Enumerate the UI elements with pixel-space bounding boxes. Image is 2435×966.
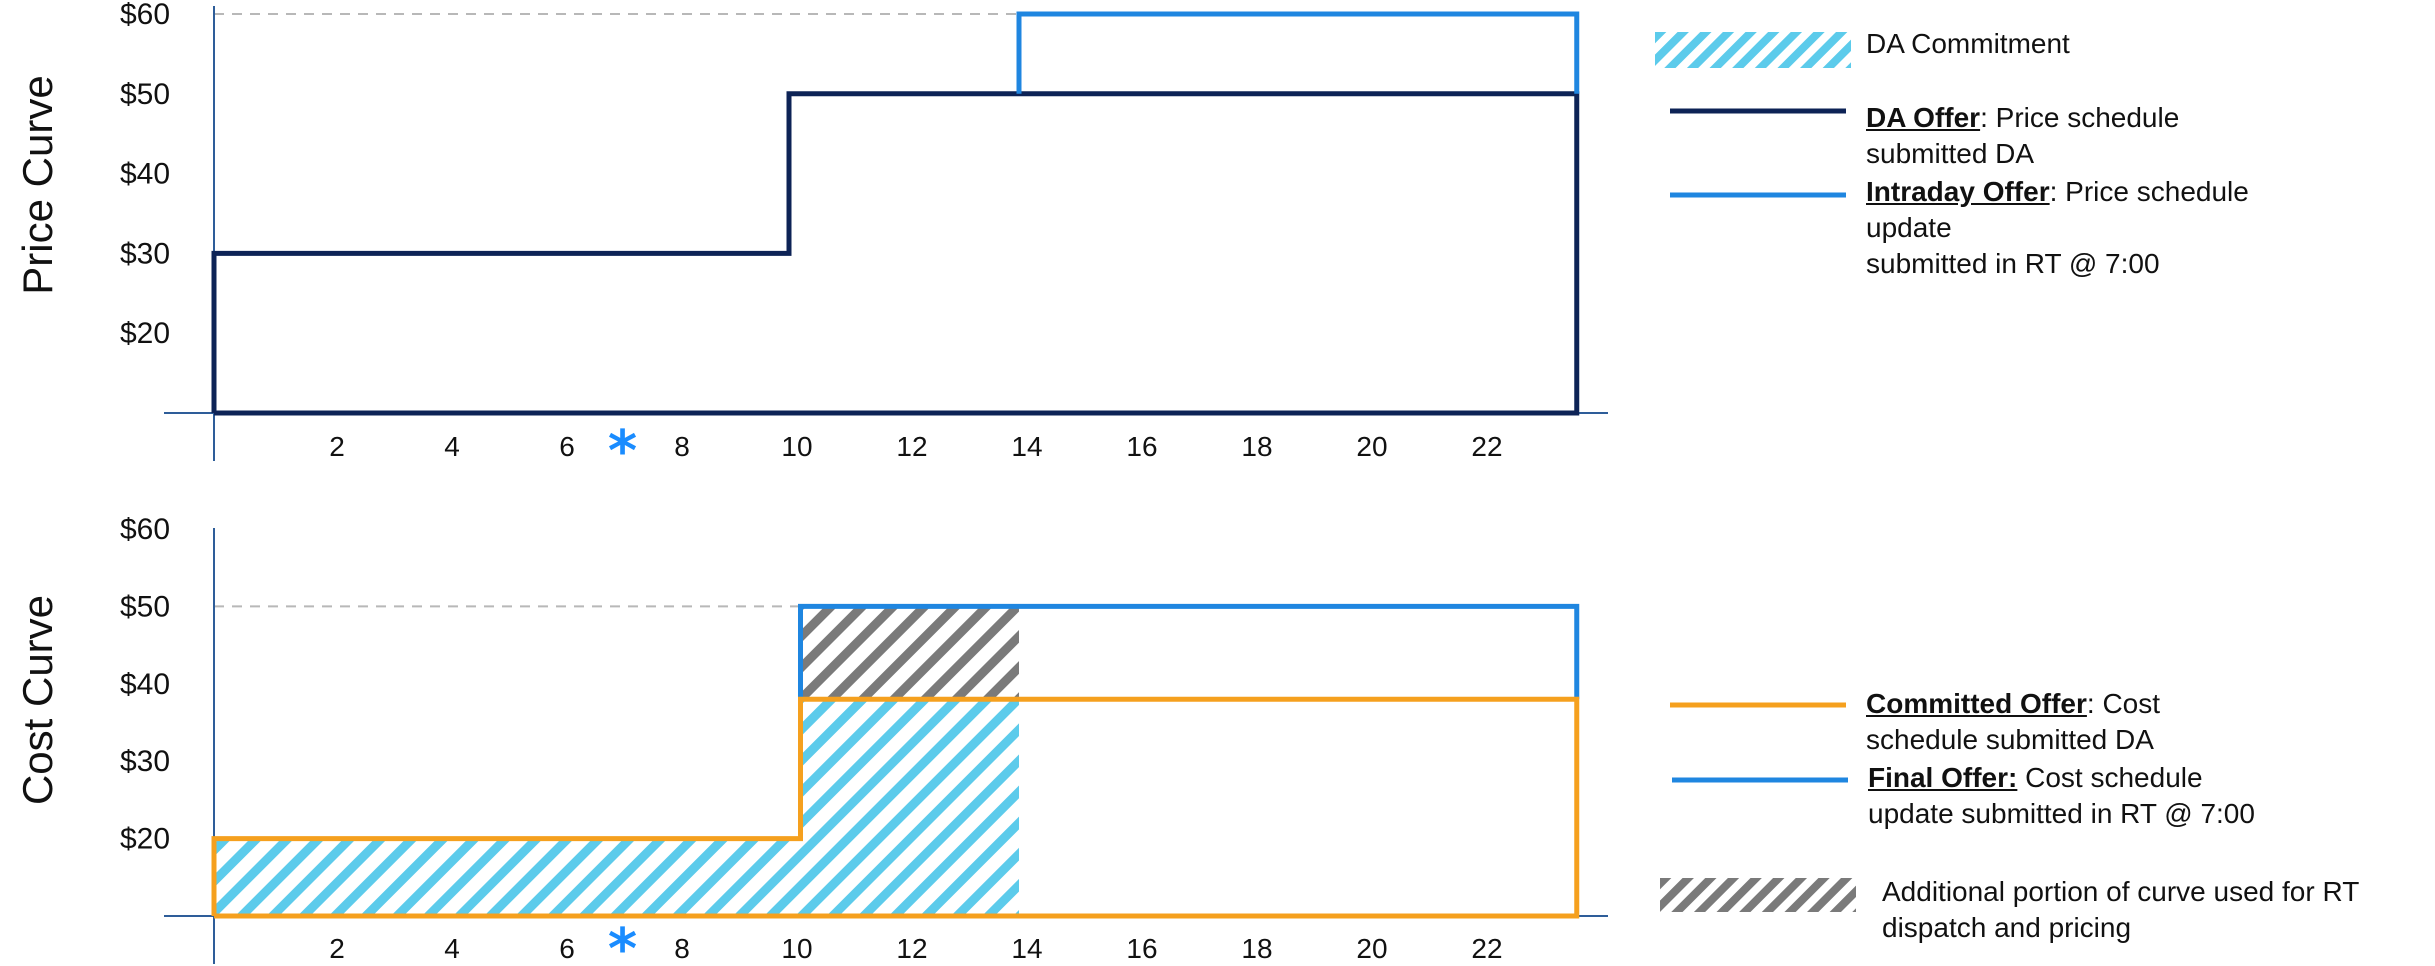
legend-additional-text1: Additional portion of curve used for RT: [1882, 876, 2360, 907]
hatch-region-additional: [800, 606, 1019, 700]
hatch-region-da-commitment: [214, 699, 1019, 916]
legend-final-offer-text1: Cost schedule: [2017, 762, 2203, 793]
legend-committed-offer-term: Committed Offer: [1866, 688, 2087, 719]
y-tick-label: $60: [120, 513, 170, 546]
legend-additional-text2: dispatch and pricing: [1882, 912, 2132, 943]
legend-intraday-offer-text1: : Price schedule: [2049, 176, 2249, 207]
legend-da-commitment: DA Commitment: [1866, 26, 2070, 62]
x-tick-label: 8: [674, 933, 690, 964]
y-tick-label: $40: [120, 158, 170, 191]
legend-additional: Additional portion of curve used for RT …: [1882, 874, 2422, 946]
star-marker-icon: *: [608, 419, 637, 484]
x-tick-label: 12: [896, 431, 927, 462]
x-tick-label: 22: [1471, 431, 1502, 462]
x-tick-label: 6: [559, 431, 575, 462]
x-tick-label: 2: [329, 431, 345, 462]
x-tick-label: 6: [559, 933, 575, 964]
series-intraday-offer: [1016, 11, 1580, 94]
legend-intraday-offer-text2: update: [1866, 212, 1952, 243]
series-final-offer: [798, 603, 1580, 700]
chart-panel-cost: Cost Curve $60 $50 $40 $30 $20 2 4 6 8 10 12 14 16 18 2…: [14, 513, 1608, 966]
legend-da-offer: DA Offer: Price schedule submitted DA: [1866, 100, 2386, 172]
legend-swatch-da-offer: [1670, 108, 1846, 114]
x-tick-label: 4: [444, 933, 460, 964]
x-tick-label: 4: [444, 431, 460, 462]
legend-swatch-committed-offer: [1670, 702, 1846, 708]
y-tick-label: $30: [120, 237, 170, 270]
legend-da-offer-term: DA Offer: [1866, 102, 1981, 133]
series-committed-offer: [211, 696, 1580, 919]
x-tick-label: 8: [674, 431, 690, 462]
y-tick-label: $60: [120, 0, 170, 31]
x-tick-label: 20: [1356, 933, 1387, 964]
series-da-offer: [211, 91, 1580, 416]
legend-intraday-offer-text3: submitted in RT @ 7:00: [1866, 248, 2160, 279]
y-tick-label: $50: [120, 78, 170, 111]
x-tick-label: 16: [1126, 933, 1157, 964]
legend-da-offer-text2: submitted DA: [1866, 138, 2035, 169]
legend-intraday-offer-term: Intraday Offer: [1866, 176, 2050, 207]
y-tick-label: $20: [120, 317, 170, 350]
y-tick-label: $50: [120, 590, 170, 623]
star-marker-icon: *: [608, 917, 637, 966]
y-axis-title-cost: Cost Curve: [14, 595, 61, 805]
legend-da-offer-text1: : Price schedule: [1980, 102, 2180, 133]
x-tick-label: 14: [1011, 431, 1042, 462]
legend-swatch-da-commitment: [1655, 32, 1851, 68]
x-tick-label: 20: [1356, 431, 1387, 462]
x-tick-label: 2: [329, 933, 345, 964]
x-tick-label: 12: [896, 933, 927, 964]
legend-swatch-additional: [1660, 878, 1856, 912]
y-axis-title-price: Price Curve: [14, 75, 61, 294]
x-tick-label: 10: [781, 933, 812, 964]
y-tick-label: $30: [120, 745, 170, 778]
legend-intraday-offer: Intraday Offer: Price schedule update su…: [1866, 174, 2406, 282]
legend-swatch-intraday-offer: [1670, 192, 1846, 198]
chart-panel-price: Price Curve $60 $50 $40 $30 $20 2 4 6 8 10 12 14 16 18…: [14, 0, 1608, 484]
legend-final-offer-term: Final Offer:: [1868, 762, 2018, 793]
y-tick-label: $40: [120, 668, 170, 701]
x-tick-label: 18: [1241, 431, 1272, 462]
legend-final-offer-text2: update submitted in RT @ 7:00: [1868, 798, 2255, 829]
legend-committed-offer-text2: schedule submitted DA: [1866, 724, 2154, 755]
x-tick-label: 10: [781, 431, 812, 462]
legend-final-offer: Final Offer: Cost schedule update submit…: [1868, 760, 2408, 832]
x-tick-label: 22: [1471, 933, 1502, 964]
y-tick-label: $20: [120, 823, 170, 856]
x-tick-label: 14: [1011, 933, 1042, 964]
legend-swatch-final-offer: [1672, 777, 1848, 783]
x-tick-label: 18: [1241, 933, 1272, 964]
legend-committed-offer: Committed Offer: Cost schedule submitted…: [1866, 686, 2386, 758]
legend-da-commitment-text: DA Commitment: [1866, 28, 2070, 59]
legend-committed-offer-text1: : Cost: [2086, 688, 2161, 719]
x-tick-label: 16: [1126, 431, 1157, 462]
